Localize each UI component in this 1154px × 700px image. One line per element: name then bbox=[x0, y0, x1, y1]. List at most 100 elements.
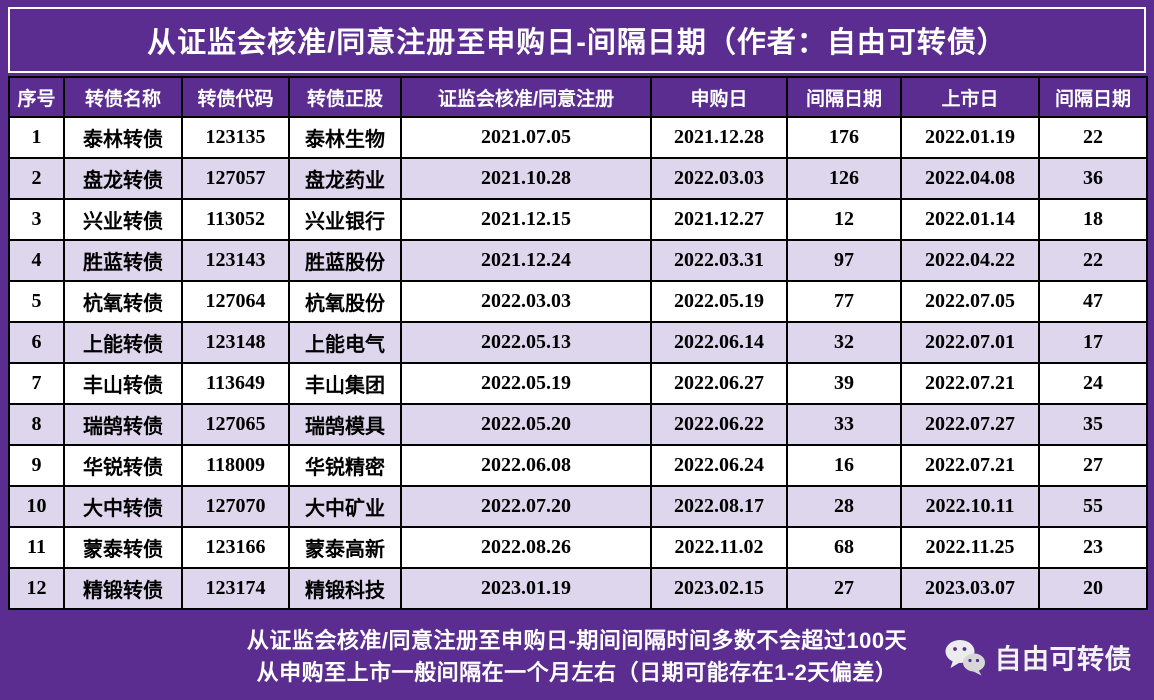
table-row: 2 盘龙转债 127057 盘龙药业 2021.10.28 2022.03.03 126 20… bbox=[8, 157, 1148, 200]
table-cell: 32 bbox=[786, 321, 902, 364]
table-cell: 2022.07.27 bbox=[900, 403, 1040, 446]
table-cell: 兴业转债 bbox=[63, 198, 183, 241]
table-cell: 2021.12.24 bbox=[400, 239, 652, 282]
table-cell: 2022.05.19 bbox=[650, 280, 788, 323]
footer-note-2: 从申购至上市一般间隔在一个月左右（日期可能存在1-2天偏差） bbox=[256, 659, 898, 685]
table-body: 1 泰林转债 123135 泰林生物 2021.07.05 2021.12.28 176 20… bbox=[8, 116, 1148, 610]
table-cell: 大中矿业 bbox=[288, 485, 402, 528]
table-cell: 胜蓝股份 bbox=[288, 239, 402, 282]
column-header: 间隔日期 bbox=[786, 76, 902, 118]
table-cell: 27 bbox=[1038, 444, 1148, 487]
table-cell: 2022.03.31 bbox=[650, 239, 788, 282]
table-cell: 2022.07.21 bbox=[900, 444, 1040, 487]
table-cell: 精锻科技 bbox=[288, 567, 402, 610]
table-cell: 上能电气 bbox=[288, 321, 402, 364]
table-cell: 2022.06.27 bbox=[650, 362, 788, 405]
bond-table: 序号 转债名称 转债代码 转债正股 证监会核准/同意注册 申购日 间隔日期 上市日 间隔日期 1… bbox=[8, 76, 1148, 610]
table-cell: 16 bbox=[786, 444, 902, 487]
table-cell: 118009 bbox=[181, 444, 290, 487]
table-cell: 2022.11.02 bbox=[650, 526, 788, 569]
table-cell: 23 bbox=[1038, 526, 1148, 569]
table-cell: 2022.06.14 bbox=[650, 321, 788, 364]
table-cell: 2022.07.05 bbox=[900, 280, 1040, 323]
column-header: 证监会核准/同意注册 bbox=[400, 76, 652, 118]
table-cell: 2021.12.28 bbox=[650, 116, 788, 159]
table-row: 11 蒙泰转债 123166 蒙泰高新 2022.08.26 2022.11.02 68 20… bbox=[8, 526, 1148, 569]
table-header: 序号 转债名称 转债代码 转债正股 证监会核准/同意注册 申购日 间隔日期 上市日 间隔日期 bbox=[8, 76, 1148, 118]
table-cell: 2022.08.26 bbox=[400, 526, 652, 569]
table-cell: 瑞鹄转债 bbox=[63, 403, 183, 446]
table-cell: 3 bbox=[8, 198, 65, 241]
table-cell: 2022.10.11 bbox=[900, 485, 1040, 528]
column-header: 申购日 bbox=[650, 76, 788, 118]
table-cell: 33 bbox=[786, 403, 902, 446]
table-cell: 2021.07.05 bbox=[400, 116, 652, 159]
table-row: 3 兴业转债 113052 兴业银行 2021.12.15 2021.12.27 12 202… bbox=[8, 198, 1148, 241]
table-cell: 36 bbox=[1038, 157, 1148, 200]
table-cell: 127065 bbox=[181, 403, 290, 446]
table-cell: 24 bbox=[1038, 362, 1148, 405]
table-cell: 2022.06.08 bbox=[400, 444, 652, 487]
table-cell: 2022.08.17 bbox=[650, 485, 788, 528]
table-cell: 2023.03.07 bbox=[900, 567, 1040, 610]
table-cell: 精锻转债 bbox=[63, 567, 183, 610]
table-row: 1 泰林转债 123135 泰林生物 2021.07.05 2021.12.28 176 20… bbox=[8, 116, 1148, 159]
column-header: 间隔日期 bbox=[1038, 76, 1148, 118]
table-cell: 2022.01.19 bbox=[900, 116, 1040, 159]
table-cell: 127057 bbox=[181, 157, 290, 200]
table-cell: 上能转债 bbox=[63, 321, 183, 364]
table-cell: 12 bbox=[8, 567, 65, 610]
table-cell: 10 bbox=[8, 485, 65, 528]
table-cell: 18 bbox=[1038, 198, 1148, 241]
table-cell: 11 bbox=[8, 526, 65, 569]
table-cell: 2022.03.03 bbox=[400, 280, 652, 323]
table-cell: 杭氧股份 bbox=[288, 280, 402, 323]
column-header: 序号 bbox=[8, 76, 65, 118]
table-cell: 2022.01.14 bbox=[900, 198, 1040, 241]
table-cell: 2021.10.28 bbox=[400, 157, 652, 200]
table-row: 4 胜蓝转债 123143 胜蓝股份 2021.12.24 2022.03.31 97 202… bbox=[8, 239, 1148, 282]
table-cell: 123148 bbox=[181, 321, 290, 364]
column-header: 转债代码 bbox=[181, 76, 290, 118]
table-cell: 丰山集团 bbox=[288, 362, 402, 405]
table-cell: 2022.07.20 bbox=[400, 485, 652, 528]
column-header: 转债名称 bbox=[63, 76, 183, 118]
column-header: 转债正股 bbox=[288, 76, 402, 118]
table-cell: 47 bbox=[1038, 280, 1148, 323]
table-cell: 2022.05.19 bbox=[400, 362, 652, 405]
table-cell: 1 bbox=[8, 116, 65, 159]
table-cell: 126 bbox=[786, 157, 902, 200]
footer: 从证监会核准/同意注册至申购日-期间间隔时间多数不会超过100天 从申购至上市一… bbox=[8, 618, 1146, 696]
table-cell: 华锐转债 bbox=[63, 444, 183, 487]
table-cell: 127070 bbox=[181, 485, 290, 528]
table-cell: 20 bbox=[1038, 567, 1148, 610]
table-cell: 113052 bbox=[181, 198, 290, 241]
table-cell: 2022.07.21 bbox=[900, 362, 1040, 405]
table-cell: 2 bbox=[8, 157, 65, 200]
table-cell: 17 bbox=[1038, 321, 1148, 364]
table-cell: 胜蓝转债 bbox=[63, 239, 183, 282]
table-row: 8 瑞鹄转债 127065 瑞鹄模具 2022.05.20 2022.06.22 33 202… bbox=[8, 403, 1148, 446]
table-cell: 55 bbox=[1038, 485, 1148, 528]
table-cell: 蒙泰转债 bbox=[63, 526, 183, 569]
table-cell: 22 bbox=[1038, 116, 1148, 159]
footer-note-1: 从证监会核准/同意注册至申购日-期间间隔时间多数不会超过100天 bbox=[246, 628, 908, 654]
table-cell: 2022.06.22 bbox=[650, 403, 788, 446]
table-cell: 123143 bbox=[181, 239, 290, 282]
table-cell: 4 bbox=[8, 239, 65, 282]
page-title: 从证监会核准/同意注册至申购日-间隔日期（作者：自由可转债） bbox=[8, 7, 1146, 73]
table-cell: 97 bbox=[786, 239, 902, 282]
table-cell: 盘龙转债 bbox=[63, 157, 183, 200]
table-row: 6 上能转债 123148 上能电气 2022.05.13 2022.06.14 32 202… bbox=[8, 321, 1148, 364]
table-row: 9 华锐转债 118009 华锐精密 2022.06.08 2022.06.24 16 202… bbox=[8, 444, 1148, 487]
table-cell: 兴业银行 bbox=[288, 198, 402, 241]
table-cell: 2021.12.15 bbox=[400, 198, 652, 241]
table-cell: 华锐精密 bbox=[288, 444, 402, 487]
table-cell: 杭氧转债 bbox=[63, 280, 183, 323]
table-cell: 28 bbox=[786, 485, 902, 528]
brand-signature: 自由可转债 bbox=[937, 637, 1132, 677]
table-cell: 35 bbox=[1038, 403, 1148, 446]
table-cell: 丰山转债 bbox=[63, 362, 183, 405]
table-cell: 39 bbox=[786, 362, 902, 405]
